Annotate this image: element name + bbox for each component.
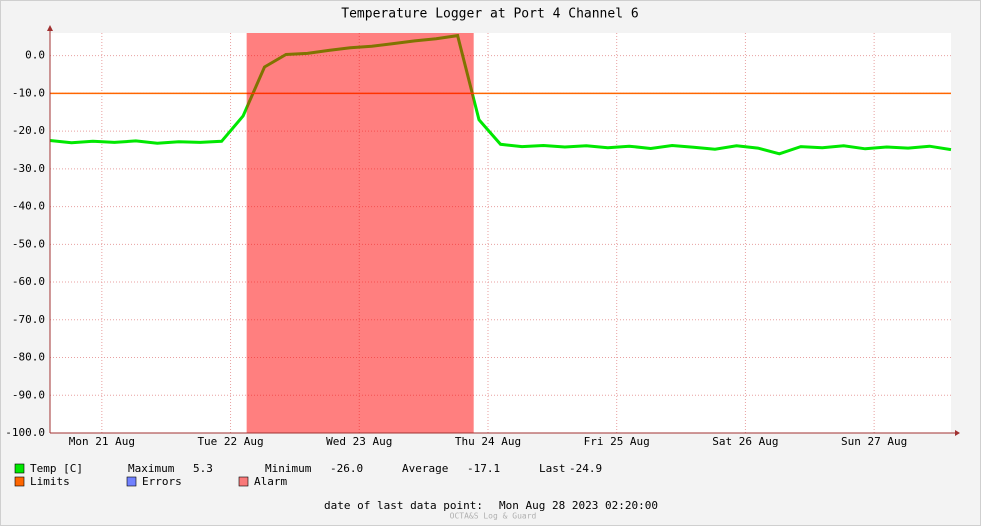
y-tick-label: -100.0 [5,426,45,439]
x-axis-arrow [955,430,960,436]
x-tick-label: Sat 26 Aug [712,435,778,448]
x-tick-label: Sun 27 Aug [841,435,907,448]
footer-credit: OCTA&S Log & Guard [450,512,537,521]
legend-swatch [238,476,249,487]
legend-swatch [14,463,25,474]
legend-swatch [126,476,137,487]
y-tick-label: -40.0 [12,200,45,213]
y-tick-label: -20.0 [12,124,45,137]
line [49,33,952,156]
plot-area [50,33,951,433]
x-tick-label: Thu 24 Aug [455,435,521,448]
legend-label: Limits [30,475,70,488]
legend-label: Alarm [254,475,287,488]
stat-value: -24.9 [569,462,602,475]
alarm-band [246,33,474,433]
y-tick-label: -90.0 [12,388,45,401]
stat-label: Minimum [265,462,312,475]
marks [49,33,952,433]
y-tick-label: -70.0 [12,313,45,326]
labels: 0.0 -10.0 -20.0 -30.0 -40.0 -50.0 -60.0 -70.0 -8… [5,49,907,521]
stat-value: -17.1 [467,462,500,475]
x-tick-label: Mon 21 Aug [69,435,135,448]
stat-value: -26.0 [330,462,363,475]
legend-swatch [14,476,25,487]
x-tick-label: Wed 23 Aug [326,435,392,448]
stat-label: Average [402,462,448,475]
y-tick-label: -80.0 [12,351,45,364]
y-tick-label: -10.0 [12,86,45,99]
legend-label: Errors [142,475,182,488]
footer-date: Mon Aug 28 2023 02:20:00 [499,499,658,512]
footer-label: date of last data point: [324,499,483,512]
x-tick-label: Fri 25 Aug [584,435,650,448]
y-axis-arrow [47,25,53,31]
y-tick-label: -50.0 [12,237,45,250]
y-tick-label: -30.0 [12,162,45,175]
stat-label: Last [539,462,566,475]
y-tick-label: 0.0 [25,49,45,62]
y-tick-label: -60.0 [12,275,45,288]
chart-title: Temperature Logger at Port 4 Channel 6 [341,7,638,22]
legend-label: Temp [C] [30,462,83,475]
x-tick-label: Tue 22 Aug [197,435,263,448]
stat-value: 5.3 [193,462,213,475]
stat-label: Maximum [128,462,175,475]
